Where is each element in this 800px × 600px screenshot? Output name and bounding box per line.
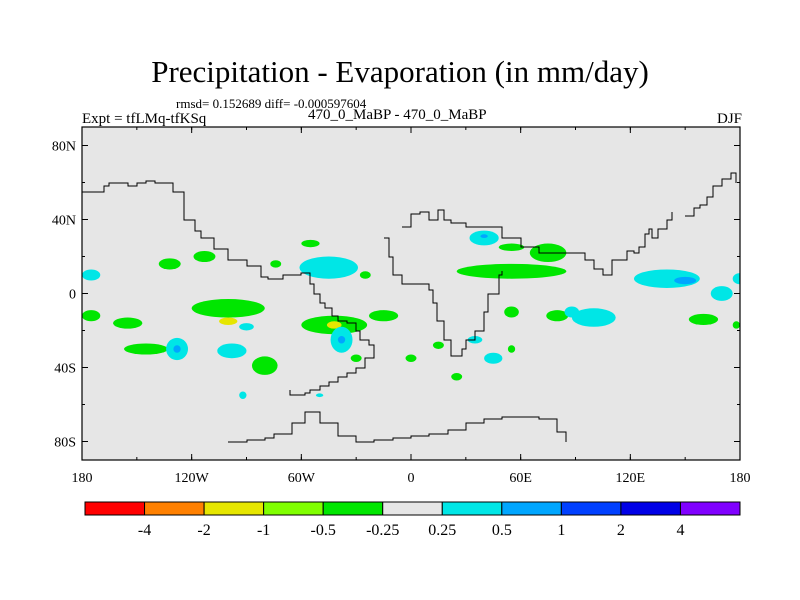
y-tick-label: 0 [69,288,76,303]
colorbar-label: 0.5 [492,522,512,539]
coastline-east-asia [685,172,737,217]
anomaly-patch [251,356,278,375]
y-tick-label: 80N [52,140,76,155]
anomaly-patch [301,239,320,248]
colorbar-box [263,501,324,516]
anomaly-patch [688,313,719,325]
colorbar-box [441,501,503,516]
colorbar-label: 1 [557,522,565,539]
anomaly-patch [546,310,569,322]
anomaly-patch [270,260,282,268]
anomaly-patch [239,323,254,331]
stats-line: rmsd= 0.152689 diff= -0.000597604 [176,96,367,111]
colorbar-box [84,501,146,516]
map-background [82,127,740,460]
anomaly-patch [158,258,181,270]
anomaly-patch [456,263,567,279]
anomaly-patch [299,256,358,279]
colorbar-label: -4 [138,522,151,539]
x-tick-label: 120W [175,471,210,486]
season-label: DJF [716,111,742,127]
anomaly-patch [315,393,324,398]
anomaly-patch [191,299,265,318]
colorbar-label: 2 [617,522,625,539]
anomaly-patch [359,271,371,279]
anomaly-patch [469,230,499,246]
chart-title: Precipitation - Evaporation (in mm/day) [151,54,649,89]
anomaly-patch [498,243,525,251]
coastline-eurasia [402,209,673,276]
anomaly-patch [239,391,247,399]
colorbar-box [501,501,562,516]
colorbar-box [560,501,622,516]
colorbar-label: 4 [676,522,684,539]
colorbar-box [679,501,741,516]
anomaly-patch [484,352,503,364]
anomaly-patch [405,354,417,362]
anomaly-patch [82,310,101,322]
anomaly-patch [571,308,616,327]
anomaly-patch [217,343,247,359]
colorbar-label: -1 [257,522,270,539]
anomaly-patch [507,345,516,353]
experiment-label: Expt = tfLMq-tfKSq [82,111,207,127]
colorbar-box [382,501,443,516]
anomaly-patch [732,321,740,329]
anomaly-patch [173,345,181,353]
anomaly-patch [113,317,143,329]
y-tick-label: 80S [54,436,76,451]
y-tick-label: 40S [54,362,76,377]
x-tick-label: 60E [509,471,532,486]
anomaly-patch [564,306,580,318]
y-tick-label: 40N [52,214,76,229]
anomaly-patch [732,273,740,285]
anomaly-patch [124,343,168,355]
colorbar-label: -2 [197,522,210,539]
colorbar-box [322,501,384,516]
anomaly-patch [326,321,342,329]
x-tick-label: 60W [288,471,316,486]
anomaly-patch [368,310,399,322]
anomaly-patch [219,317,238,325]
colorbar-label: -0.25 [366,522,399,539]
colorbar-box [203,501,265,516]
run-label: 470_0_MaBP - 470_0_MaBP [308,107,487,123]
anomaly-patch [193,250,216,263]
anomaly-patch [504,306,519,318]
anomaly-patch [674,276,697,285]
colorbar-box [620,501,681,516]
colorbar-label: -0.5 [311,522,336,539]
x-tick-label: 180 [72,471,93,486]
anomaly-patch [432,341,444,349]
colorbar-label: 0.25 [428,522,456,539]
coastline-antarctica [228,411,567,443]
x-tick-label: 120E [616,471,646,486]
anomaly-patch [350,354,362,362]
anomaly-patch [710,286,733,301]
x-tick-label: 180 [730,471,751,486]
anomaly-patch [337,336,346,344]
anomaly-patch [451,373,463,381]
coastline-north-america [82,180,375,396]
colorbar-box [144,501,205,516]
anomaly-patch [82,269,101,281]
coastline-africa [384,237,503,357]
anomaly-patch [480,234,488,238]
x-tick-label: 0 [408,471,415,486]
